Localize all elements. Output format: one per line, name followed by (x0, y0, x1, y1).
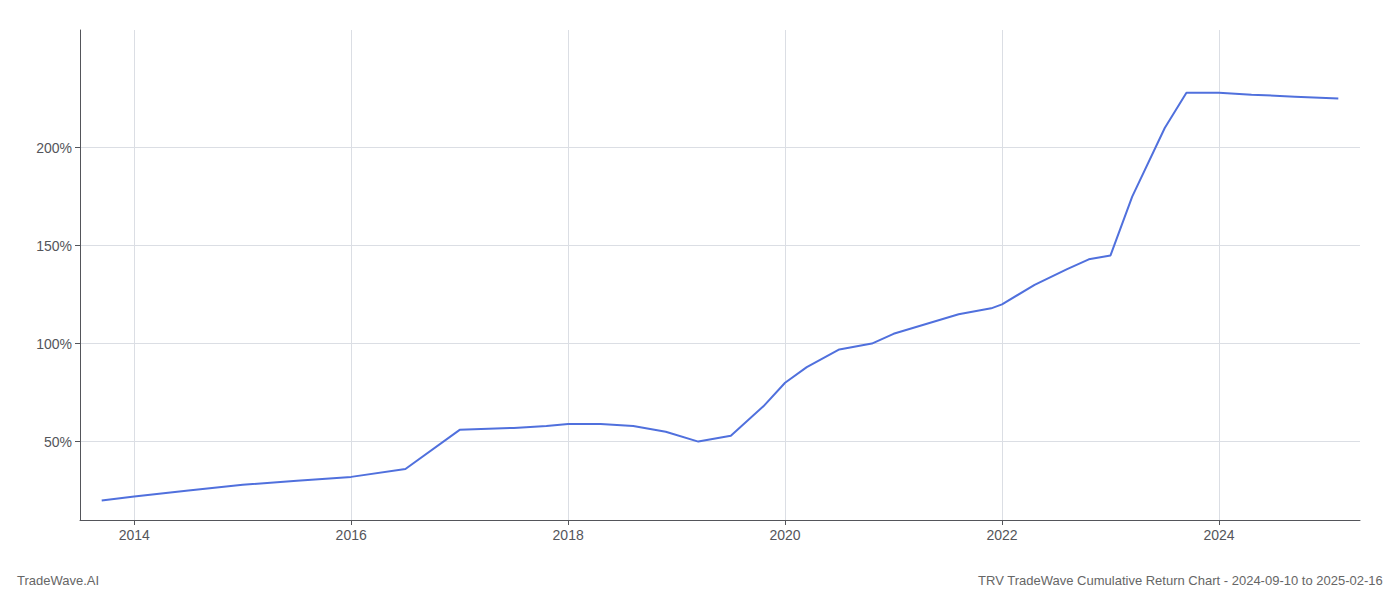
svg-text:2024: 2024 (1203, 527, 1234, 543)
svg-text:2016: 2016 (336, 527, 367, 543)
svg-text:2018: 2018 (553, 527, 584, 543)
svg-text:TradeWave.AI: TradeWave.AI (17, 573, 99, 588)
svg-text:200%: 200% (36, 140, 72, 156)
svg-text:150%: 150% (36, 238, 72, 254)
svg-text:2022: 2022 (986, 527, 1017, 543)
svg-text:2014: 2014 (119, 527, 150, 543)
svg-text:50%: 50% (44, 434, 72, 450)
svg-text:100%: 100% (36, 336, 72, 352)
svg-text:2020: 2020 (770, 527, 801, 543)
svg-text:TRV TradeWave Cumulative Retur: TRV TradeWave Cumulative Return Chart - … (978, 573, 1383, 588)
